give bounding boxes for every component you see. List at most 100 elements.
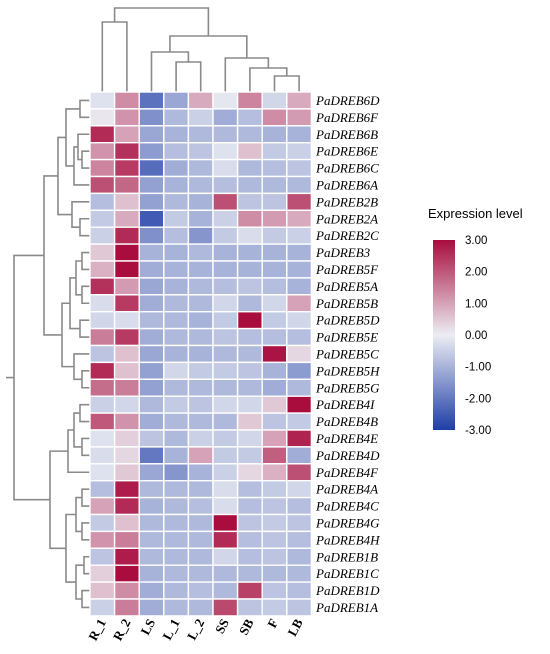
heatmap-cell <box>89 277 116 296</box>
heatmap-cell <box>138 496 165 516</box>
dendrogram-branch <box>81 488 90 507</box>
heatmap-cell <box>261 361 288 380</box>
heatmap-cell <box>113 480 140 499</box>
heatmap-cell <box>187 192 214 211</box>
dendrogram-branch <box>81 370 90 389</box>
heatmap-cell <box>212 395 239 414</box>
heatmap-cell <box>236 446 263 465</box>
heatmap-cell <box>212 378 239 397</box>
heatmap-cell <box>261 412 288 431</box>
heatmap-cell <box>236 344 263 364</box>
heatmap-cell <box>236 226 263 245</box>
row-label: PaDREB5A <box>315 279 378 294</box>
heatmap-cell <box>187 311 214 330</box>
heatmap-cell <box>236 277 263 296</box>
row-label: PaDREB2B <box>315 194 378 209</box>
heatmap-cell <box>113 175 140 195</box>
heatmap-cell <box>187 209 214 228</box>
dendrogram-branch <box>150 51 190 92</box>
heatmap-cell <box>261 243 288 262</box>
heatmap-cell <box>236 192 263 211</box>
heatmap-cell <box>163 446 190 465</box>
heatmap-cell <box>286 513 313 533</box>
heatmap-cell <box>212 463 239 482</box>
heatmap-cell <box>236 530 263 550</box>
dendrogram-branch <box>77 133 90 161</box>
heatmap-cell <box>286 243 313 262</box>
heatmap-cell <box>113 243 140 262</box>
heatmap-cell <box>236 513 263 533</box>
heatmap-cell <box>236 395 263 414</box>
heatmap-cell <box>89 260 116 279</box>
heatmap-cell <box>286 530 313 550</box>
heatmap-cell <box>286 395 313 414</box>
heatmap-cell <box>187 108 214 127</box>
dendrogram-branch <box>65 513 76 583</box>
heatmap-cell <box>163 361 190 380</box>
row-label: PaDREB4I <box>315 397 375 412</box>
row-label: PaDREB5B <box>315 296 378 311</box>
heatmap-cell <box>187 378 214 397</box>
heatmap-cell <box>89 311 116 330</box>
row-label: PaDREB2C <box>315 228 379 243</box>
heatmap-cell <box>212 141 239 161</box>
heatmap-cell <box>138 125 165 144</box>
heatmap-cell <box>138 361 165 380</box>
heatmap-cell <box>89 412 116 431</box>
heatmap-cell <box>113 311 140 330</box>
row-label: PaDREB4A <box>315 482 378 497</box>
legend-ticks: 3.00 2.00 1.00 0.00 -1.00 -2.00 -3.00 <box>465 235 491 437</box>
heatmap-cell <box>138 192 165 211</box>
legend-tick-label: 2.00 <box>465 267 487 279</box>
column-label: R_2 <box>110 616 134 643</box>
row-label: PaDREB4G <box>315 515 380 530</box>
column-label: LB <box>284 616 306 639</box>
column-label: R_1 <box>85 616 109 643</box>
heatmap-cell <box>89 530 116 550</box>
row-labels: PaDREB6D PaDREB6F PaDREB6B PaDREB6E PaDREB6C… <box>315 93 380 615</box>
heatmap-cell <box>138 91 165 110</box>
heatmap-cell <box>163 175 190 195</box>
row-label: PaDREB5D <box>315 313 380 328</box>
heatmap-cell <box>261 429 288 448</box>
heatmap-cell <box>236 125 263 144</box>
heatmap-cell <box>163 395 190 414</box>
heatmap-cell <box>187 344 214 364</box>
heatmap-cell <box>286 547 313 566</box>
heatmap-cell <box>236 311 263 330</box>
row-label: PaDREB1A <box>315 600 378 615</box>
dendrogram-branch <box>249 67 288 92</box>
heatmap-cell <box>286 412 313 431</box>
heatmap-cell <box>261 294 288 313</box>
dendrogram-branch <box>57 136 72 216</box>
heatmap-cell <box>286 108 313 127</box>
heatmap-cell <box>138 327 165 347</box>
heatmap-cell <box>236 209 263 228</box>
row-label: PaDREB4H <box>315 532 380 547</box>
heatmap-cell <box>138 344 165 364</box>
heatmap-cell <box>138 277 165 296</box>
heatmap-cell <box>286 581 313 600</box>
heatmap-cell <box>113 209 140 228</box>
column-label: SS <box>212 616 232 636</box>
heatmap-cell <box>286 327 313 347</box>
heatmap-cell <box>212 412 239 431</box>
heatmap-cell <box>163 192 190 211</box>
row-label: PaDREB1C <box>315 566 379 581</box>
heatmap-cell <box>138 260 165 279</box>
heatmap-cell <box>286 175 313 195</box>
heatmap-cell <box>236 496 263 516</box>
column-label: L_1 <box>159 616 182 642</box>
heatmap-cell <box>236 260 263 279</box>
heatmap-cell <box>187 91 214 110</box>
row-label: PaDREB4F <box>315 465 379 480</box>
heatmap-cell <box>163 463 190 482</box>
heatmap-cell <box>261 125 288 144</box>
dendrogram-branch <box>75 260 82 296</box>
row-label: PaDREB4B <box>315 414 378 429</box>
heatmap-cell <box>286 192 313 211</box>
heatmap-cell <box>261 277 288 296</box>
heatmap-cell <box>113 361 140 380</box>
heatmap-cell <box>236 294 263 313</box>
heatmap-cell <box>212 192 239 211</box>
